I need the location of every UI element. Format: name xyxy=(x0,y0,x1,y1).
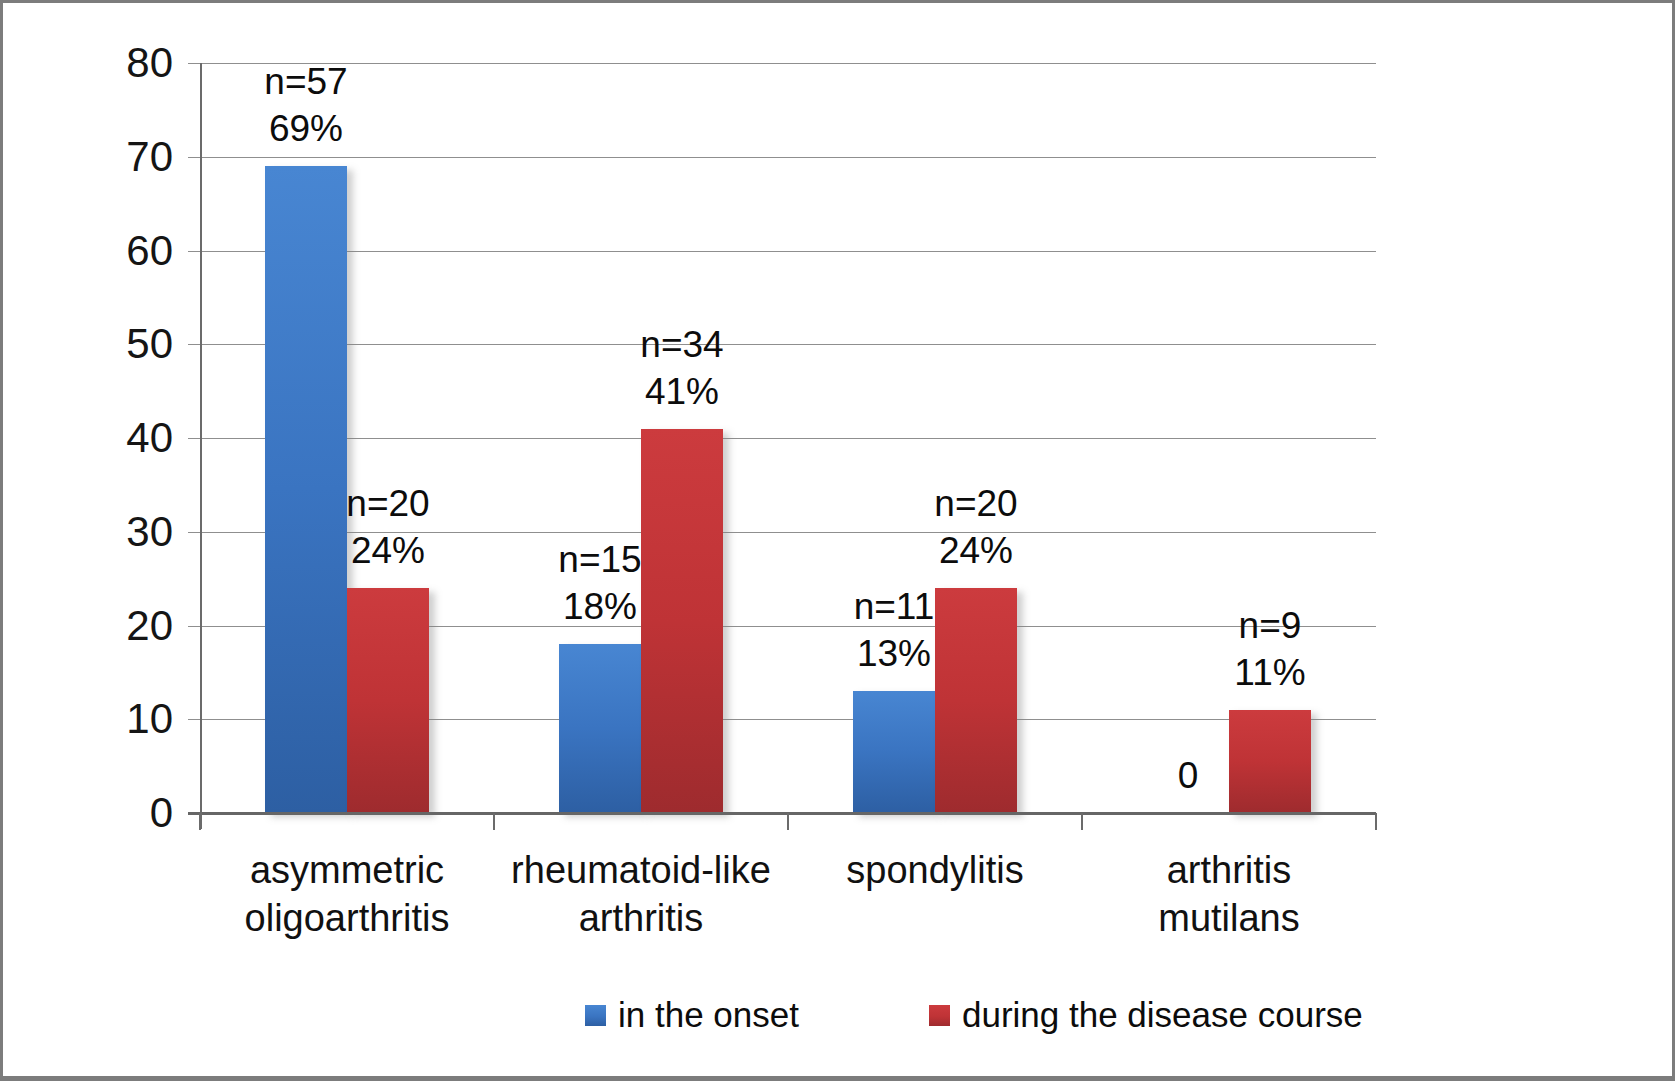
legend-swatch-blue-icon xyxy=(585,1005,606,1026)
legend-label-in-the-onset: in the onset xyxy=(618,995,799,1035)
gridline xyxy=(188,251,1376,252)
gridline xyxy=(188,438,1376,439)
bar-value-label: n=15 18% xyxy=(500,536,700,630)
x-axis-tick xyxy=(493,813,495,830)
legend-item-in-the-onset: in the onset xyxy=(585,995,799,1035)
bar-value-label: n=9 11% xyxy=(1170,602,1370,696)
bar-in-the-onset xyxy=(853,691,935,813)
legend-label-during-disease-course: during the disease course xyxy=(962,995,1363,1035)
legend-swatch-red-icon xyxy=(929,1005,950,1026)
legend: in the onset during the disease course xyxy=(585,995,1363,1035)
x-axis-tick xyxy=(1081,813,1083,830)
plot-area: 0 10 20 30 40 50 60 70 80 asymmetric oligoarthrit… xyxy=(3,3,1672,1076)
category-label: asymmetric oligoarthritis xyxy=(187,846,507,942)
y-axis-tick-label: 20 xyxy=(43,602,173,650)
bar-value-label: n=34 41% xyxy=(582,321,782,415)
bar-in-the-onset xyxy=(559,644,641,813)
bar-value-label: 0 xyxy=(1088,752,1288,799)
y-axis-tick-label: 50 xyxy=(43,320,173,368)
bar-during-disease-course xyxy=(347,588,429,813)
bar-value-label: n=57 69% xyxy=(206,58,406,152)
bar-value-label: n=20 24% xyxy=(876,480,1076,574)
category-label: rheumatoid-like arthritis xyxy=(481,846,801,942)
bar-value-label: n=11 13% xyxy=(794,583,994,677)
chart-frame: 0 10 20 30 40 50 60 70 80 asymmetric oligoarthrit… xyxy=(0,0,1675,1081)
x-axis-tick xyxy=(1375,813,1377,830)
gridline xyxy=(188,157,1376,158)
y-axis-tick-label: 0 xyxy=(43,789,173,837)
y-axis-tick-label: 70 xyxy=(43,133,173,181)
gridline xyxy=(188,344,1376,345)
legend-item-during-disease-course: during the disease course xyxy=(929,995,1363,1035)
y-axis-tick-label: 30 xyxy=(43,508,173,556)
x-axis-tick xyxy=(787,813,789,830)
bar-value-label: n=20 24% xyxy=(288,480,488,574)
y-axis-tick-label: 80 xyxy=(43,39,173,87)
y-axis-tick-label: 40 xyxy=(43,414,173,462)
y-axis-tick-label: 60 xyxy=(43,227,173,275)
category-label: arthritis mutilans xyxy=(1069,846,1389,942)
y-axis-tick-label: 10 xyxy=(43,695,173,743)
y-axis-line xyxy=(200,63,202,829)
x-axis-tick xyxy=(199,813,201,830)
category-label: spondylitis xyxy=(775,846,1095,894)
x-axis-line xyxy=(188,812,1376,815)
